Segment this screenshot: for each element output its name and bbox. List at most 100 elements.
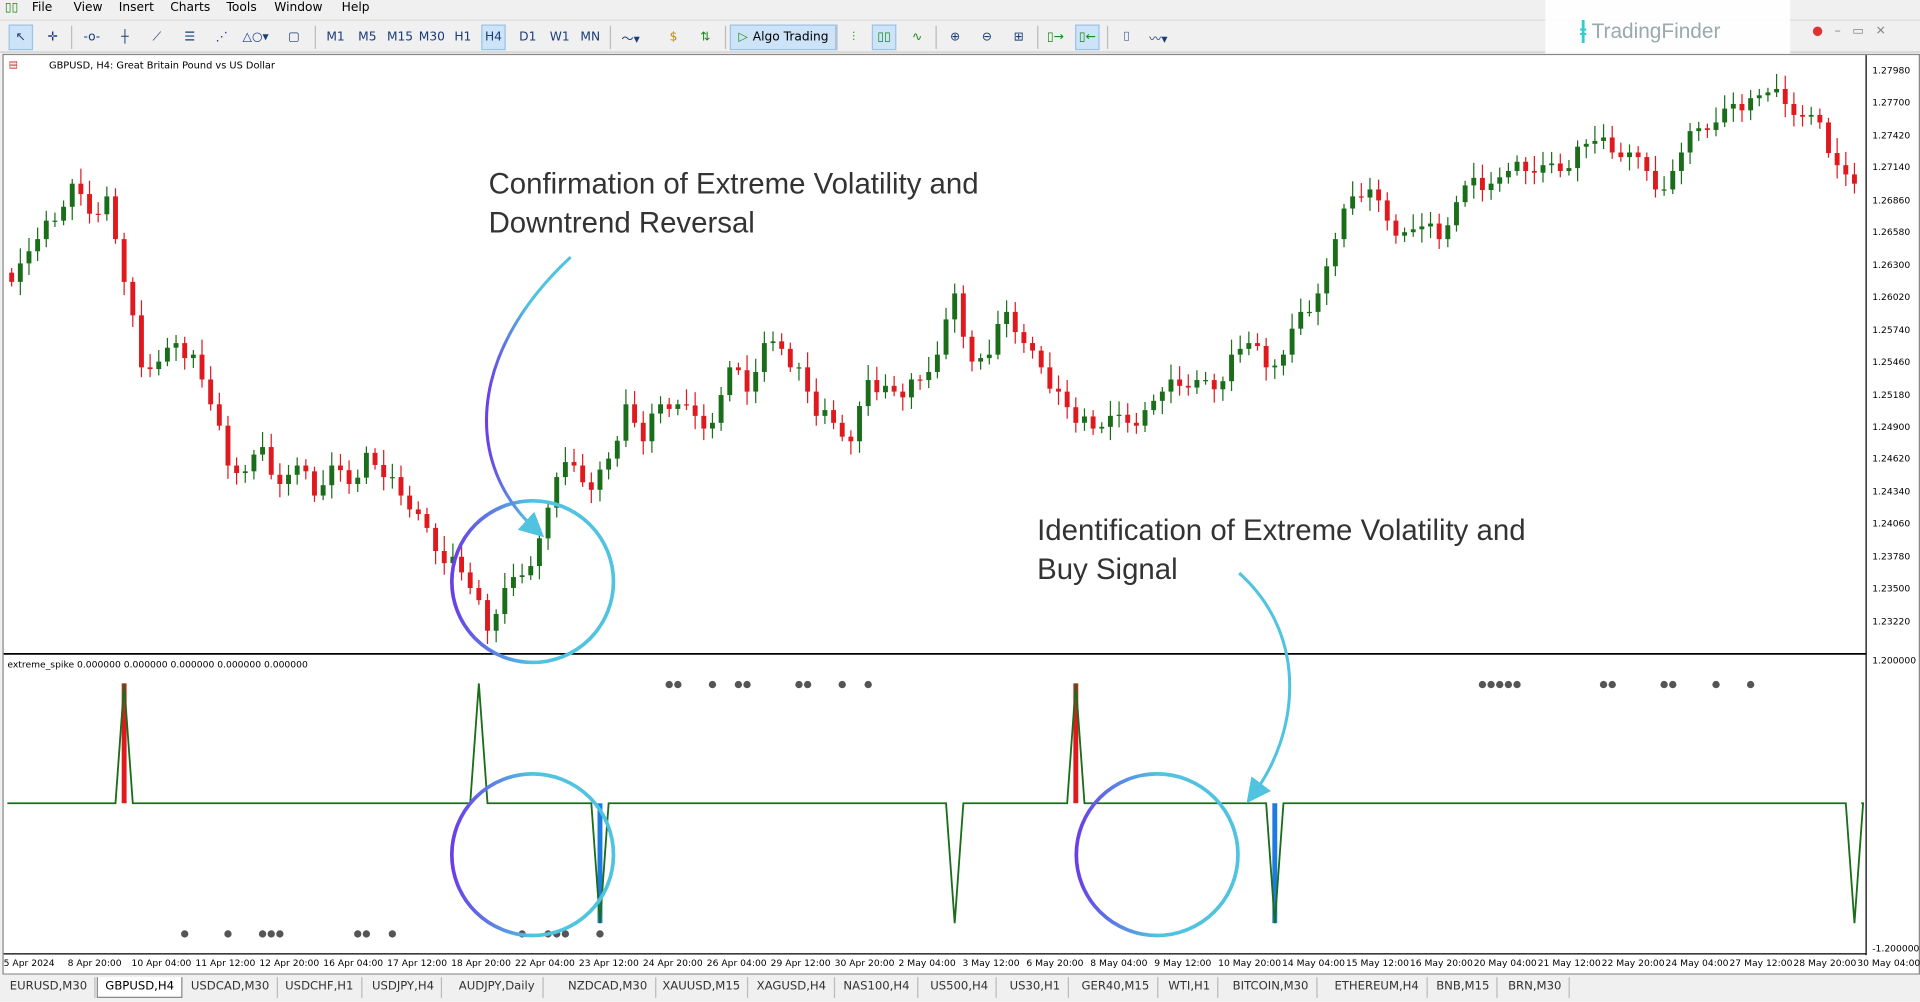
tab-nzdcad-m30[interactable]: NZDCAD,M30 bbox=[561, 977, 656, 998]
candle-body bbox=[848, 436, 854, 442]
tf-m15[interactable]: M15 bbox=[386, 30, 414, 45]
tf-m30[interactable]: M30 bbox=[418, 30, 445, 45]
horizontal-line-icon[interactable]: -o- bbox=[83, 30, 101, 45]
zoom-in-icon[interactable]: ⊕ bbox=[949, 30, 961, 45]
candle-body bbox=[562, 462, 568, 478]
tab-bitcoin-m30[interactable]: BITCOIN,M30 bbox=[1225, 977, 1318, 998]
dollar-icon[interactable]: $ bbox=[669, 30, 678, 45]
menu-charts[interactable]: Charts bbox=[170, 1, 211, 15]
candle-body bbox=[787, 348, 793, 368]
candle-body bbox=[138, 315, 144, 368]
tf-h1[interactable]: H1 bbox=[454, 30, 472, 45]
menu-insert[interactable]: Insert bbox=[118, 1, 154, 15]
candle-body bbox=[1220, 381, 1226, 390]
indicator-min-label: -1.200000 bbox=[1872, 942, 1920, 954]
candle-body bbox=[424, 514, 430, 528]
candle-body bbox=[1505, 170, 1511, 178]
window-controls[interactable]: ● – ▭ ✕ bbox=[1812, 24, 1886, 38]
tab-us30-h1[interactable]: US30,H1 bbox=[1002, 977, 1069, 998]
candle-body bbox=[355, 477, 361, 485]
trade-arrows-icon[interactable]: ⇅ bbox=[700, 30, 711, 45]
candlestick-icon[interactable]: ▯▯ bbox=[871, 24, 897, 51]
fibonacci-icon[interactable]: ⋰ bbox=[215, 30, 228, 45]
channel-icon[interactable]: ☰ bbox=[184, 30, 196, 45]
candle-body bbox=[1021, 332, 1027, 344]
tab-wti-h1[interactable]: WTI,H1 bbox=[1161, 977, 1219, 998]
time-axis-label: 21 May 12:00 bbox=[1537, 957, 1601, 969]
menu-view[interactable]: View bbox=[73, 1, 103, 15]
candle-body bbox=[666, 404, 672, 409]
grid-icon[interactable]: ⊞ bbox=[1013, 30, 1024, 45]
indicator-histogram-bar bbox=[1073, 683, 1079, 804]
tab-xauusd-m15[interactable]: XAUUSD,M15 bbox=[655, 977, 749, 998]
tab-usdjpy-h4[interactable]: USDJPY,H4 bbox=[365, 977, 443, 998]
candle-body bbox=[978, 358, 984, 362]
candle-body bbox=[113, 196, 118, 240]
candle-body bbox=[1428, 223, 1433, 227]
candle-body bbox=[1367, 189, 1373, 198]
menu-bar: ▯▯ File View Insert Charts Tools Window … bbox=[0, 0, 1920, 18]
highlight-circle bbox=[1074, 772, 1240, 938]
play-icon: ▷ bbox=[738, 30, 748, 45]
menu-help[interactable]: Help bbox=[341, 1, 370, 15]
candle-body bbox=[251, 454, 257, 472]
tab-audjpy-daily[interactable]: AUDJPY,Daily bbox=[451, 977, 544, 998]
templates-icon[interactable]: 〰▾ bbox=[1149, 33, 1168, 47]
vertical-line-icon[interactable]: ┼ bbox=[121, 30, 129, 45]
tab-xagusd-h4[interactable]: XAGUSD,H4 bbox=[749, 977, 835, 998]
bar-chart-icon[interactable]: ⫶ bbox=[851, 30, 856, 45]
indicators-icon[interactable]: 〜▾ bbox=[621, 33, 640, 47]
candle-body bbox=[1730, 103, 1736, 109]
chart-shift-icon[interactable]: ▯← bbox=[1075, 24, 1100, 51]
indicator-dot-above bbox=[803, 680, 812, 689]
tf-h4[interactable]: H4 bbox=[481, 24, 506, 51]
tf-m1[interactable]: M1 bbox=[326, 30, 345, 45]
line-chart-icon[interactable]: ∿ bbox=[911, 30, 923, 45]
candle-body bbox=[87, 194, 92, 214]
tab-usdchf-h1[interactable]: USDCHF,H1 bbox=[278, 977, 363, 998]
shapes-icon[interactable]: △○▾ bbox=[242, 30, 269, 45]
tab-gbpusd-h4[interactable]: GBPUSD,H4 bbox=[96, 977, 183, 998]
algo-trading-button[interactable]: ▷ Algo Trading bbox=[729, 24, 838, 51]
tab-ger40-m15[interactable]: GER40,M15 bbox=[1074, 977, 1158, 998]
price-axis-label: 1.24620 bbox=[1872, 453, 1911, 465]
tab-us500-h4[interactable]: US500,H4 bbox=[923, 977, 997, 998]
candle-body bbox=[822, 410, 828, 416]
rectangle-icon[interactable]: ▢ bbox=[288, 30, 300, 45]
menu-window[interactable]: Window bbox=[274, 1, 323, 15]
tab-bnb-m15[interactable]: BNB,M15 bbox=[1429, 977, 1498, 998]
candle-body bbox=[502, 587, 508, 614]
trendline-icon[interactable]: ⟋ bbox=[152, 30, 162, 45]
menu-tools[interactable]: Tools bbox=[226, 1, 257, 15]
tf-mn[interactable]: MN bbox=[580, 30, 601, 45]
indicator-dot-above bbox=[708, 680, 717, 689]
tab-eurusd-m30[interactable]: EURUSD,M30 bbox=[2, 977, 96, 998]
crosshair-icon[interactable]: ✛ bbox=[47, 30, 58, 45]
tab-usdcad-m30[interactable]: USDCAD,M30 bbox=[184, 977, 278, 998]
candle-body bbox=[1575, 146, 1581, 169]
screenshot-icon[interactable]: ⌷ bbox=[1122, 30, 1131, 45]
candle-body bbox=[1756, 95, 1762, 99]
candle-body bbox=[1834, 153, 1840, 166]
candle-body bbox=[952, 293, 958, 320]
tf-d1[interactable]: D1 bbox=[519, 30, 537, 45]
autoscroll-icon[interactable]: ▯→ bbox=[1046, 30, 1065, 45]
tab-nas100-h4[interactable]: NAS100,H4 bbox=[836, 977, 919, 998]
candle-body bbox=[1627, 152, 1632, 158]
notification-icon[interactable]: ● bbox=[1812, 24, 1823, 38]
tf-w1[interactable]: W1 bbox=[549, 30, 570, 45]
app-icon: ▯▯ bbox=[4, 1, 19, 15]
zoom-out-icon[interactable]: ⊖ bbox=[981, 30, 993, 45]
candle-body bbox=[623, 404, 629, 441]
tf-m5[interactable]: M5 bbox=[358, 30, 377, 45]
cursor-icon[interactable]: ↖ bbox=[8, 24, 34, 51]
candle-body bbox=[1644, 157, 1650, 171]
tab-ethereum-h4[interactable]: ETHEREUM,H4 bbox=[1327, 977, 1428, 998]
price-axis-label: 1.27980 bbox=[1872, 64, 1911, 76]
tab-brn-m30[interactable]: BRN,M30 bbox=[1501, 977, 1570, 998]
candle-body bbox=[35, 239, 41, 252]
menu-file[interactable]: File bbox=[31, 1, 53, 15]
time-axis-label: 9 May 12:00 bbox=[1154, 957, 1212, 969]
candle-body bbox=[744, 370, 750, 392]
